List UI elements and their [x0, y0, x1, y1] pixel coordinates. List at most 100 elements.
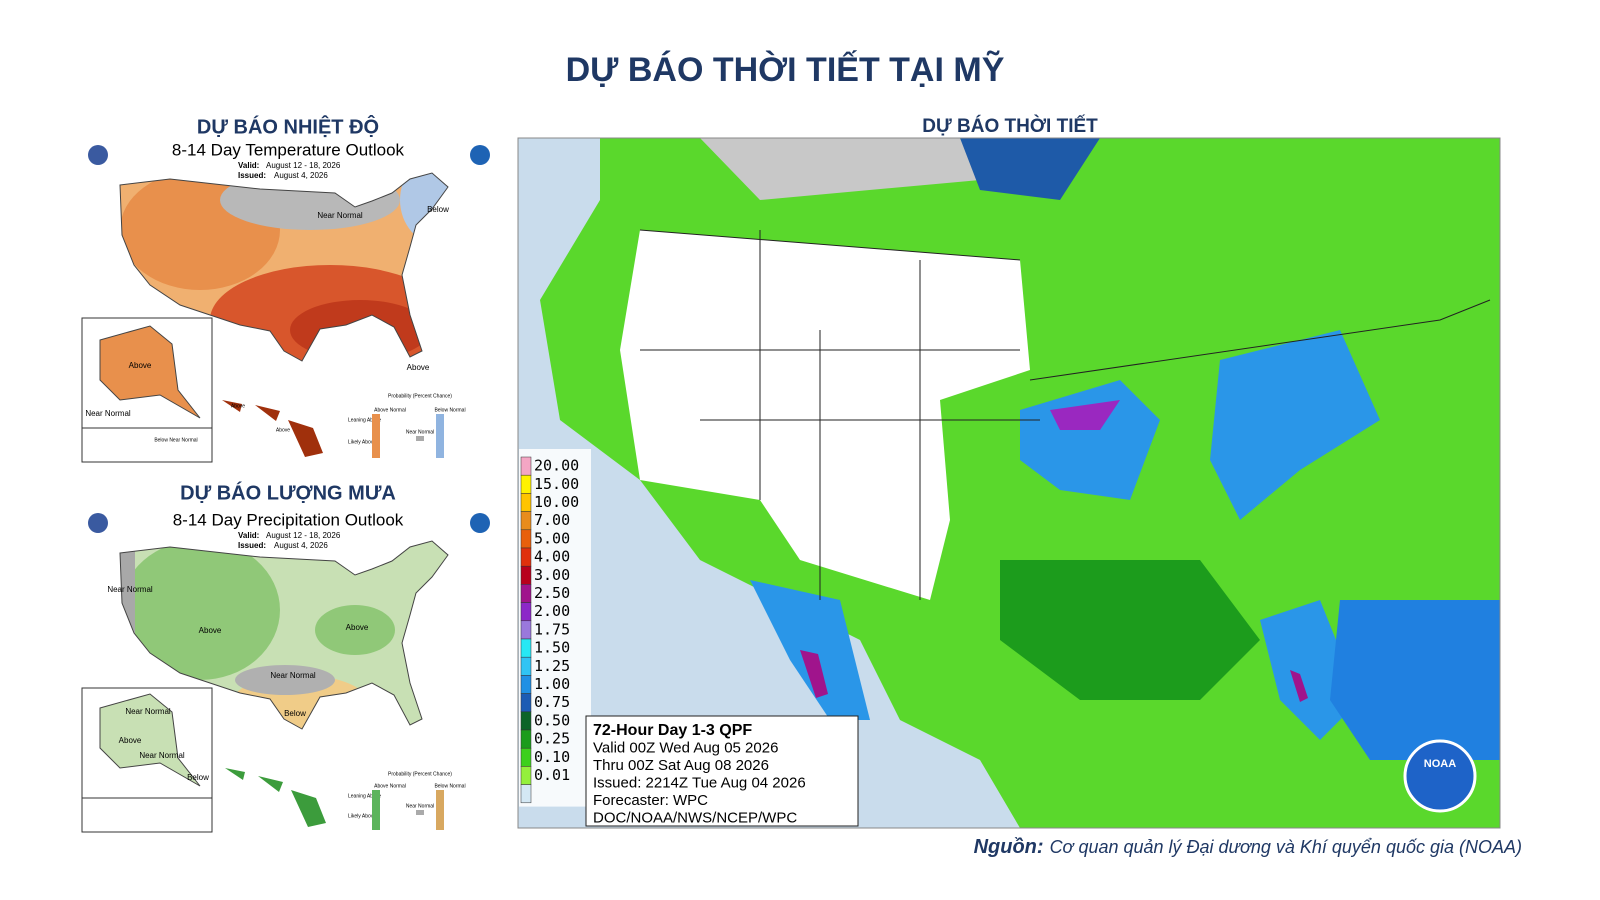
- legend-swatch: [520, 747, 532, 767]
- issued-date: August 4, 2026: [274, 171, 328, 180]
- aleutian-inset: [81, 427, 213, 463]
- map-label: Above: [231, 403, 245, 409]
- legend-swatch: [520, 620, 532, 640]
- map-label: Above: [129, 361, 152, 370]
- legend-swatch: [520, 656, 532, 676]
- panel-heading: DỰ BÁO LƯỢNG MƯA: [180, 481, 396, 504]
- legend-swatch: [520, 456, 532, 476]
- legend-label: 2.00: [534, 602, 570, 620]
- map-label: Above: [407, 363, 430, 372]
- legend-label: 0.01: [534, 766, 570, 784]
- map-label: Near Normal: [317, 211, 363, 220]
- valid-label: Valid:: [238, 161, 259, 170]
- legend-label: 0.75: [534, 693, 570, 711]
- legend-swatch: [520, 493, 532, 512]
- map-label: Near Normal: [107, 585, 153, 594]
- qpf-legend: 20.0015.0010.007.005.004.003.002.502.001…: [519, 449, 591, 807]
- map-label: Below Near Normal: [154, 437, 197, 443]
- map-label: Below: [284, 709, 306, 718]
- issued-date: August 4, 2026: [274, 541, 328, 550]
- legend-below: Below Normal: [434, 783, 465, 789]
- info-line: Thru 00Z Sat Aug 08 2026: [593, 757, 769, 774]
- valid-label: Valid:: [238, 531, 259, 540]
- legend-above: Above Normal: [374, 407, 406, 413]
- info-line: DOC/NOAA/NWS/NCEP/WPC: [593, 809, 797, 826]
- legend-swatch: [520, 766, 532, 785]
- map-label: Above: [276, 427, 290, 433]
- legend-likely: Likely Above: [348, 439, 376, 445]
- panel-heading: DỰ BÁO THỜI TIẾT: [922, 115, 1098, 137]
- legend-swatch: [520, 602, 532, 622]
- legend-likely: Likely Above: [348, 813, 376, 819]
- legend-swatch: [520, 729, 532, 749]
- map-label: Below: [427, 205, 449, 214]
- aleutian-inset: [81, 797, 213, 833]
- precipitation-panel: DỰ BÁO LƯỢNG MƯA 8-14 Day Precipitation …: [81, 481, 495, 833]
- legend-near: Near Normal: [406, 803, 434, 809]
- map-label: Near Normal: [270, 671, 316, 680]
- legend-swatch: [520, 675, 532, 694]
- source-text: Cơ quan quản lý Đại dương và Khí quyển q…: [1050, 837, 1522, 857]
- map-label: Above: [346, 623, 369, 632]
- legend-title: Probability (Percent Chance): [388, 771, 452, 777]
- issued-label: Issued:: [238, 171, 266, 180]
- page-title: DỰ BÁO THỜI TIẾT TẠI MỸ: [566, 51, 1005, 89]
- legend-swatch: [416, 436, 424, 441]
- info-line: Issued: 2214Z Tue Aug 04 2026: [593, 774, 806, 791]
- map-label: Above: [199, 626, 222, 635]
- legend-swatch: [416, 810, 424, 815]
- legend-leaning: Leaning Above: [348, 793, 381, 799]
- legend-swatch: [520, 784, 532, 804]
- legend-swatches: [372, 414, 380, 458]
- legend-label: 1.50: [534, 639, 570, 657]
- legend-swatch: [520, 474, 532, 494]
- temperature-panel: DỰ BÁO NHIỆT ĐỘ 8-14 Day Temperature Out…: [81, 114, 495, 463]
- legend-title: Probability (Percent Chance): [388, 393, 452, 399]
- panel-heading: DỰ BÁO NHIỆT ĐỘ: [197, 114, 379, 138]
- legend-label: 1.00: [534, 675, 570, 693]
- map-label: Near Normal: [125, 707, 171, 716]
- legend-swatch: [520, 529, 532, 549]
- legend-label: 1.25: [534, 657, 570, 675]
- alaska: [99, 325, 201, 419]
- qpf-panel: DỰ BÁO THỜI TIẾT 20.0015.0010.007.005.00…: [517, 115, 1501, 829]
- legend-swatch: [520, 511, 532, 531]
- probability-legend: Probability (Percent Chance) Above Norma…: [348, 393, 466, 458]
- legend-label: 3.00: [534, 566, 570, 584]
- legend-label: 20.00: [534, 457, 579, 475]
- map-title: 8-14 Day Precipitation Outlook: [173, 510, 404, 529]
- legend-swatch: [520, 638, 532, 658]
- legend-swatch: [520, 584, 532, 603]
- source: Nguồn: Cơ quan quản lý Đại dương và Khí q…: [974, 836, 1522, 858]
- legend-swatches: [436, 414, 444, 458]
- hawaii: [225, 768, 326, 827]
- alaska: [99, 693, 201, 787]
- info-line: Forecaster: WPC: [593, 792, 708, 809]
- source-label: Nguồn:: [974, 836, 1044, 858]
- legend-label: 0.10: [534, 748, 570, 766]
- legend-label: 5.00: [534, 529, 570, 547]
- legend-swatch: [520, 565, 532, 585]
- legend-label: 0.50: [534, 711, 570, 729]
- noaa-logo: [470, 513, 490, 533]
- map-title: 8-14 Day Temperature Outlook: [172, 140, 405, 159]
- legend-near: Near Normal: [406, 429, 434, 435]
- legend-swatches: [372, 790, 380, 830]
- legend-label: 15.00: [534, 475, 579, 493]
- noaa-logo-text: NOAA: [1424, 758, 1456, 770]
- doc-logo: [88, 513, 108, 533]
- legend-swatch: [520, 693, 532, 713]
- info-line: Valid 00Z Wed Aug 05 2026: [593, 739, 778, 756]
- legend-swatches: [436, 790, 444, 830]
- qpf-map: [518, 138, 1500, 828]
- valid-date: August 12 - 18, 2026: [266, 531, 341, 540]
- legend-swatch: [520, 547, 532, 567]
- map-label: Near Normal: [85, 409, 131, 418]
- legend-label: 2.50: [534, 584, 570, 602]
- legend-label: 4.00: [534, 548, 570, 566]
- qpf-info-box: [585, 715, 859, 827]
- noaa-logo: [1403, 739, 1477, 813]
- doc-logo: [88, 145, 108, 165]
- legend-label: 1.75: [534, 620, 570, 638]
- noaa-logo: [470, 145, 490, 165]
